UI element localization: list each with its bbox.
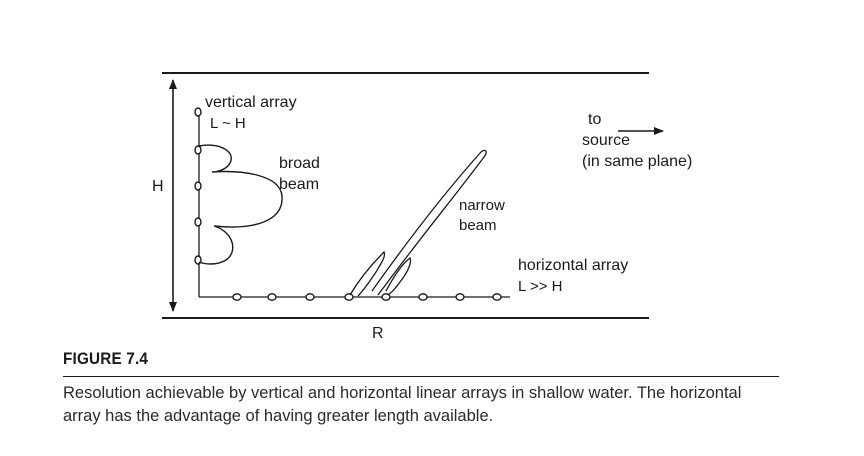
narrow-beam-label-line1: narrow	[459, 197, 505, 214]
shallow-water-array-diagram: H vertical array L ~ H broad beam horizo…	[152, 72, 692, 342]
vertical-array-label: vertical array	[205, 94, 297, 111]
caption-divider	[63, 376, 779, 377]
narrow-beam-label-line2: beam	[459, 217, 497, 234]
vertical-hydrophone	[194, 107, 202, 117]
vertical-array-hydrophones	[194, 107, 202, 265]
vertical-array-relation: L ~ H	[210, 115, 246, 132]
broad-beam-pattern	[198, 144, 283, 265]
horizontal-array-hydrophones	[232, 293, 502, 301]
range-label: R	[372, 325, 384, 342]
horizontal-hydrophone	[381, 293, 391, 301]
broad-beam-label-line1: broad	[279, 155, 320, 172]
figure-title: FIGURE 7.4	[63, 349, 149, 368]
depth-label: H	[152, 178, 164, 195]
horizontal-hydrophone	[267, 293, 277, 301]
horizontal-hydrophone	[455, 293, 465, 301]
horizontal-array-label: horizontal array	[518, 257, 628, 274]
source-label-line3: (in same plane)	[582, 153, 692, 170]
source-label-line2: source	[582, 132, 630, 149]
vertical-hydrophone	[194, 145, 202, 155]
horizontal-hydrophone	[418, 293, 428, 301]
horizontal-hydrophone	[344, 293, 354, 301]
narrow-beam-side-lobe	[385, 257, 412, 296]
narrow-beam-pattern	[349, 149, 487, 297]
broad-beam-label-line2: beam	[279, 176, 319, 193]
horizontal-array-relation: L >> H	[518, 278, 562, 295]
vertical-hydrophone	[194, 181, 202, 191]
horizontal-hydrophone	[492, 293, 502, 301]
figure-caption: Resolution achievable by vertical and ho…	[63, 384, 742, 425]
horizontal-hydrophone	[232, 293, 242, 301]
vertical-hydrophone	[194, 217, 202, 227]
narrow-beam-side-lobe	[349, 250, 386, 297]
source-label-line1: to	[588, 111, 601, 128]
horizontal-hydrophone	[305, 293, 315, 301]
narrow-beam-main-lobe	[371, 149, 487, 296]
